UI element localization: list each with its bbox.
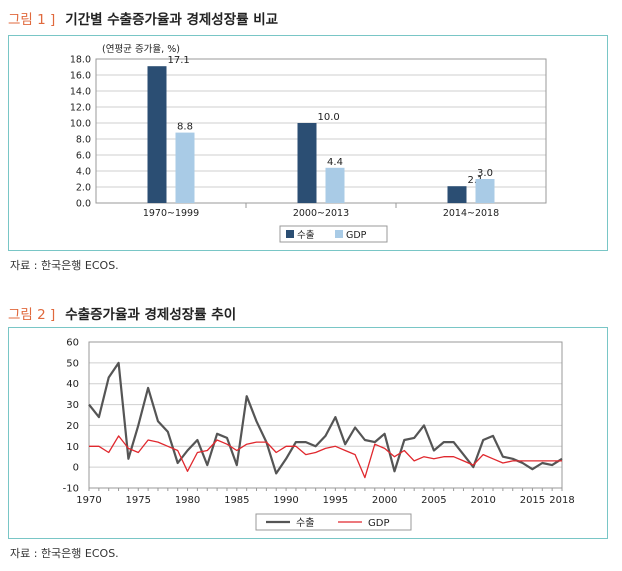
figure1-panel: (연평균 증가율, %) 0.0 2.0 4.0 6.0 8.0 10.0 12.0 14.0 1…	[8, 35, 608, 251]
y-tick-label: 8.0	[76, 135, 91, 146]
legend-swatch-gdp	[335, 230, 343, 238]
bar-chart: (연평균 증가율, %) 0.0 2.0 4.0 6.0 8.0 10.0 12.0 14.0 1…	[70, 44, 547, 243]
x-tick-label: 1975	[126, 495, 151, 506]
x-tick-label: 1970~1999	[143, 208, 199, 219]
figure1-title-text: 기간별 수출증가율과 경제성장률 비교	[65, 12, 279, 28]
data-label: 2.1	[468, 175, 484, 186]
x-tick-label: 2005	[421, 495, 446, 506]
data-label: 17.1	[168, 55, 190, 66]
y-unit-label: (연평균 증가율, %)	[102, 44, 180, 55]
y-tick-label: -10	[63, 484, 79, 495]
bar-gdp	[175, 132, 195, 203]
line-chart: -10 0 10 20 30 40 50 60 1970 1975 1980 1985 1990 1995…	[63, 338, 575, 531]
y-tick-label: 16.0	[70, 71, 91, 82]
y-tick-label: 12.0	[70, 103, 91, 114]
y-tick-label: 20	[66, 421, 79, 432]
bar-gdp	[325, 167, 345, 203]
figure2-source: 자료 : 한국은행 ECOS.	[10, 547, 119, 560]
x-tick-label: 2015	[520, 495, 545, 506]
y-tick-label: 10.0	[70, 119, 91, 130]
x-tick-label: 1970	[76, 495, 101, 506]
figure2-title-text: 수출증가율과 경제성장률 추이	[65, 307, 237, 323]
y-tick-label: 50	[66, 358, 79, 369]
legend-label-export: 수출	[296, 517, 314, 529]
bar-export	[147, 66, 167, 203]
figure2-number: 그림 2 ]	[8, 307, 56, 323]
figure1-number: 그림 1 ]	[8, 12, 56, 28]
series-line-gdp	[89, 435, 562, 479]
series-line-export	[88, 361, 563, 475]
x-tick-label: 1995	[323, 495, 348, 506]
bar-export	[447, 186, 467, 203]
data-label: 8.8	[177, 122, 193, 133]
legend-label-export: 수출	[297, 230, 315, 241]
x-tick-label: 2000~2013	[293, 208, 349, 219]
legend-box	[255, 513, 412, 531]
bar-gdp	[475, 179, 495, 203]
x-tick-label: 1985	[224, 495, 249, 506]
y-tick-label: 10	[66, 442, 79, 453]
data-label: 3.0	[477, 168, 493, 179]
plot-frame	[88, 341, 563, 489]
figure2-panel: -10 0 10 20 30 40 50 60 1970 1975 1980 1985 1990 1995…	[8, 327, 608, 539]
legend-swatch-export	[286, 230, 294, 238]
data-label: 10.0	[318, 112, 340, 123]
y-tick-label: 18.0	[70, 55, 91, 66]
plot-frame	[95, 58, 547, 204]
x-tick-label: 2000	[372, 495, 397, 506]
figure1-title: 그림 1 ] 기간별 수출증가율과 경제성장률 비교	[8, 8, 278, 28]
bar-export	[297, 123, 317, 203]
y-tick-label: 2.0	[76, 183, 91, 194]
y-tick-label: 30	[66, 400, 79, 411]
x-tick-label: 2014~2018	[443, 208, 499, 219]
figure2-title: 그림 2 ] 수출증가율과 경제성장률 추이	[8, 303, 236, 323]
x-tick-label: 1990	[273, 495, 298, 506]
x-tick-label: 2010	[470, 495, 495, 506]
y-tick-label: 4.0	[76, 167, 91, 178]
y-tick-label: 60	[66, 338, 79, 349]
y-tick-label: 0.0	[76, 199, 91, 210]
x-tick-label: 2018	[549, 495, 574, 506]
legend-label-gdp: GDP	[346, 230, 367, 241]
y-tick-label: 14.0	[70, 87, 91, 98]
x-tick-label: 1980	[175, 495, 200, 506]
y-tick-label: 40	[66, 379, 79, 390]
legend-box	[279, 225, 388, 243]
y-tick-label: 6.0	[76, 151, 91, 162]
data-label: 4.4	[327, 157, 343, 168]
legend-label-gdp: GDP	[368, 518, 389, 529]
y-tick-label: 0	[73, 463, 79, 474]
figure1-source: 자료 : 한국은행 ECOS.	[10, 259, 119, 272]
